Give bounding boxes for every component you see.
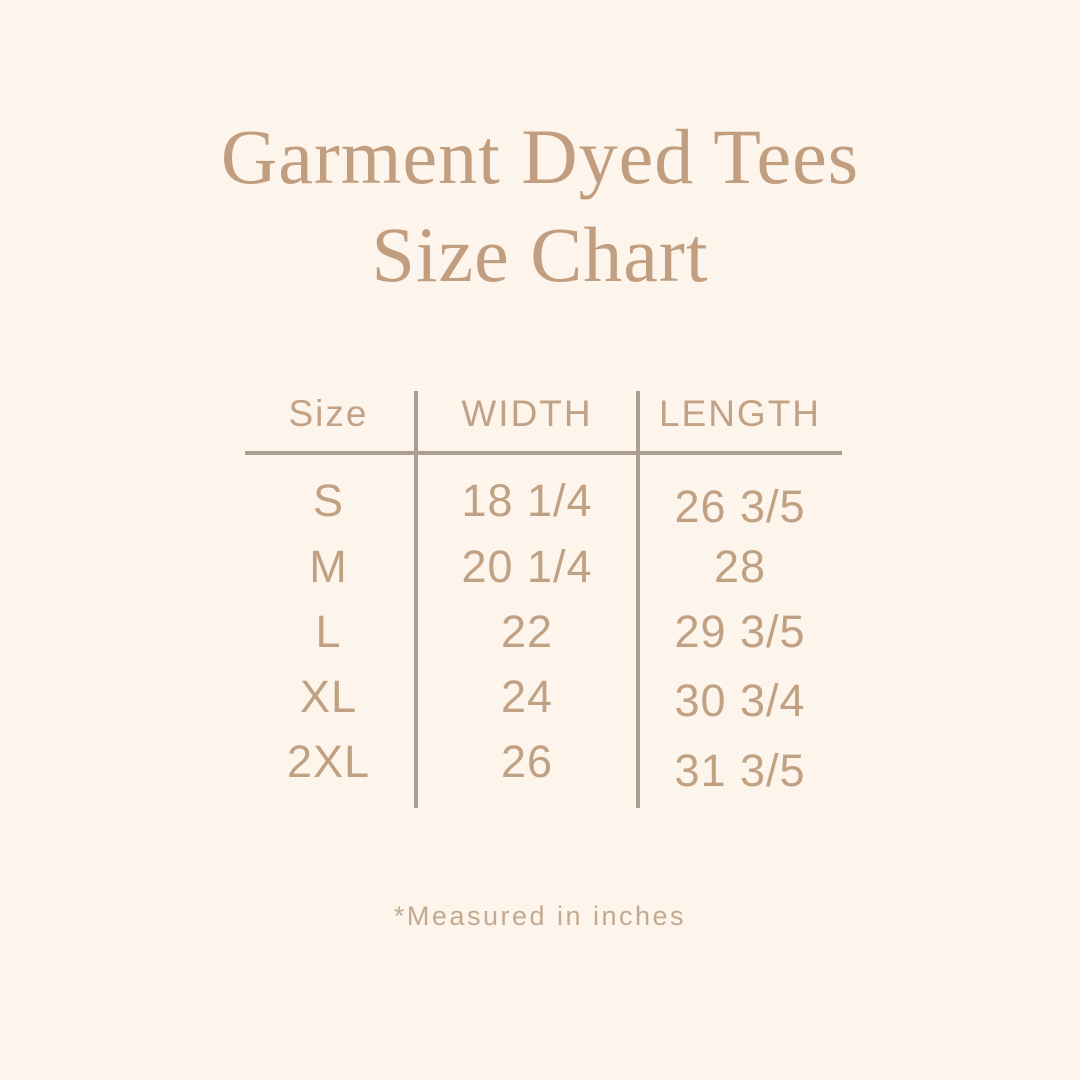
table-row-s: S 18 1/4 26 3/5 [241, 471, 842, 532]
width-value: 22 [500, 606, 554, 657]
width-value: 20 1/4 [461, 541, 593, 592]
width-value: 24 [500, 671, 554, 722]
table-header-row: Size WIDTH LENGTH [241, 384, 842, 444]
length-value: 30 3/4 [674, 675, 806, 726]
page-title: Garment Dyed Tees Size Chart [0, 108, 1080, 304]
size-value: S [312, 475, 344, 526]
table-row-2xl: 2XL 26 31 3/5 [241, 732, 842, 796]
table-row-l: L 22 29 3/5 [241, 602, 842, 662]
size-value: M [309, 541, 348, 592]
header-size: Size [288, 393, 369, 434]
length-value: 28 [713, 541, 767, 592]
page-title-line1: Garment Dyed Tees [220, 113, 860, 200]
width-value: 26 [500, 736, 554, 787]
table-row-m: M 20 1/4 28 [241, 537, 842, 597]
column-divider-2 [636, 391, 640, 808]
header-width: WIDTH [461, 393, 593, 434]
measurement-note: *Measured in inches [393, 901, 687, 931]
size-value: 2XL [286, 736, 371, 787]
size-value: XL [299, 671, 358, 722]
table-row-xl: XL 24 30 3/4 [241, 667, 842, 727]
header-length: LENGTH [658, 393, 822, 434]
length-value: 26 3/5 [674, 481, 806, 532]
width-value: 18 1/4 [461, 475, 593, 526]
size-value: L [315, 606, 342, 657]
page-title-line2: Size Chart [371, 211, 709, 298]
column-divider-1 [414, 391, 418, 808]
length-value: 29 3/5 [674, 606, 806, 657]
length-value: 31 3/5 [674, 745, 806, 796]
header-rule [245, 451, 842, 455]
